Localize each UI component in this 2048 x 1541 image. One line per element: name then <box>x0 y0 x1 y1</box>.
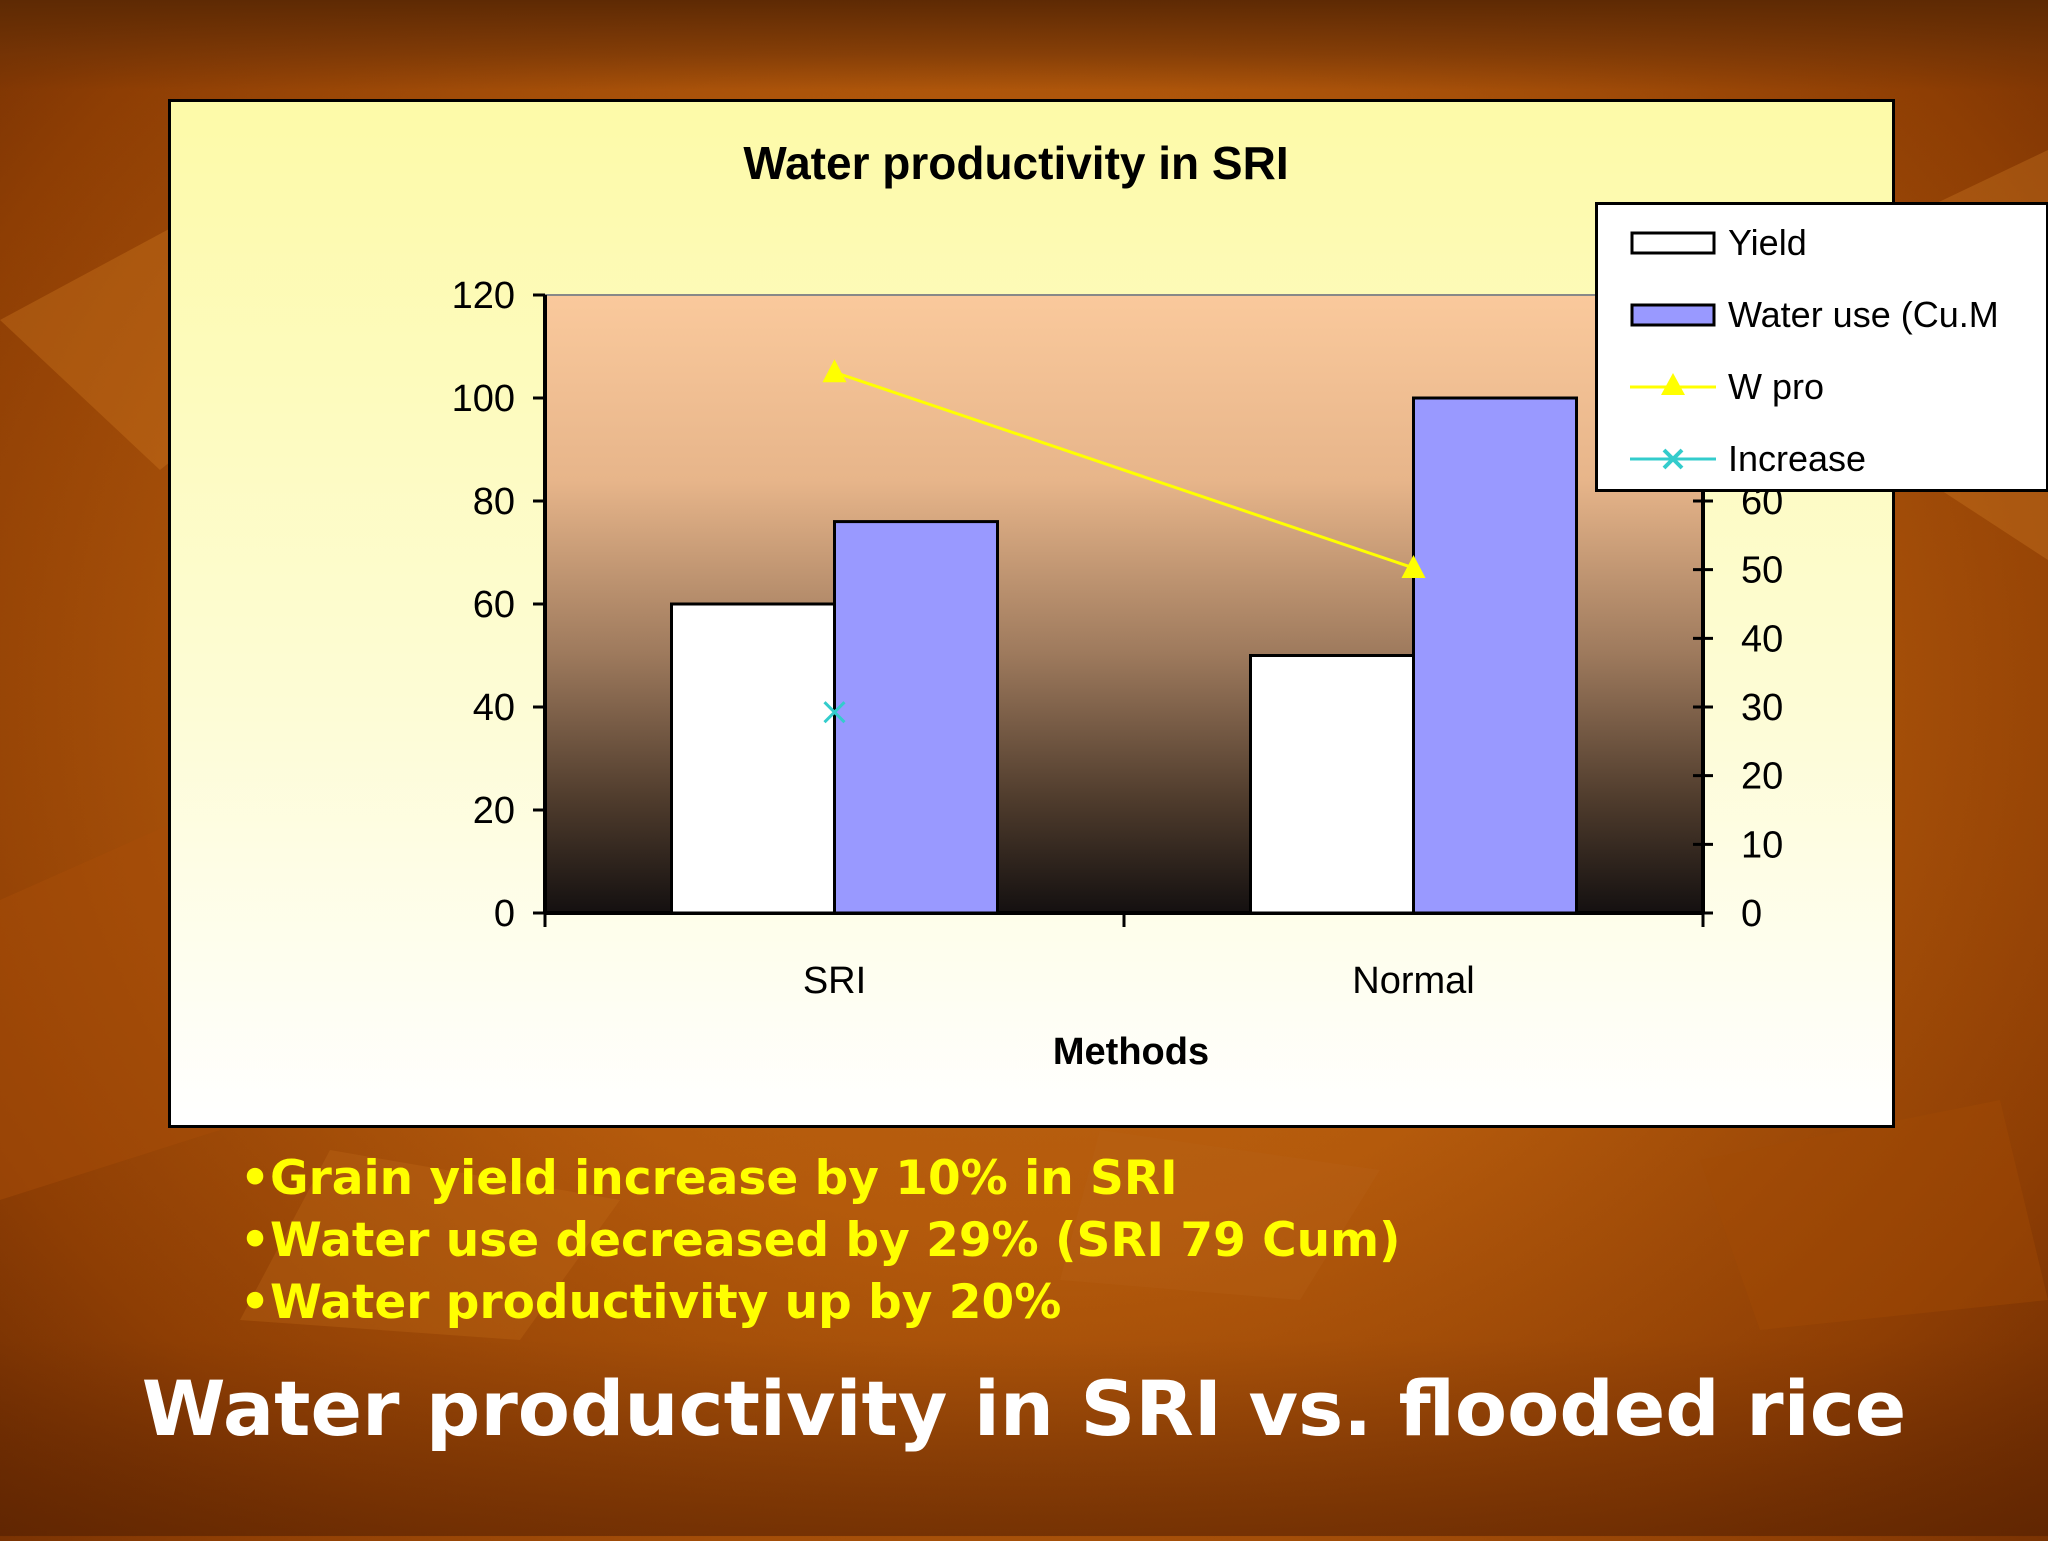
bar-yield-normal <box>1249 654 1415 915</box>
legend-label-w-pro: W pro <box>1728 366 1825 407</box>
legend-swatch-increase <box>1630 448 1716 470</box>
y-right-tick-label: 30 <box>1741 687 1783 729</box>
y-left-tick-label: 60 <box>473 584 515 626</box>
y-left-tick-label: 40 <box>473 687 515 729</box>
y-right-tick-label: 0 <box>1741 893 1762 935</box>
legend-item-increase: Increase <box>1630 439 2040 479</box>
legend-item-yield: Yield <box>1630 223 2040 263</box>
bullet-yield-increase: •Grain yield increase by 10% in SRI <box>240 1151 1178 1206</box>
y-left-tick-label: 20 <box>473 790 515 832</box>
bar-water-use-cu-m-sri <box>833 520 999 915</box>
legend-item-water-use: Water use (Cu.M <box>1630 295 2040 335</box>
chart-svg: Water productivity in SRI Methods 0 20 40 6… <box>452 137 1784 1073</box>
top-shadow-band <box>0 0 2048 90</box>
y-right-tick-label: 50 <box>1741 550 1783 592</box>
bar-water-use-cu-m-normal <box>1412 396 1578 915</box>
slide-title: Water productivity in SRI vs. flooded ri… <box>141 1364 1907 1453</box>
legend-item-w-pro: W pro <box>1630 367 2040 407</box>
bullet-list: •Grain yield increase by 10% in SRI •Wat… <box>240 1148 1940 1334</box>
x-tick-label: SRI <box>803 960 866 1002</box>
y-left-tick-label: 120 <box>452 275 515 317</box>
bullet-water-productivity: •Water productivity up by 20% <box>240 1275 1062 1330</box>
bottom-shadow-band <box>0 1340 2048 1536</box>
x-tick-label: Normal <box>1352 960 1474 1002</box>
y-left-tick-label: 80 <box>473 481 515 523</box>
legend-swatch-w-pro <box>1630 373 1716 395</box>
marker-increase <box>823 701 846 724</box>
legend-swatch-yield <box>1630 231 1716 255</box>
chart-title: Water productivity in SRI <box>743 137 1288 189</box>
marker-w-pro <box>822 359 847 383</box>
x-axis-label: Methods <box>1053 1031 1209 1073</box>
legend-label-water-use: Water use (Cu.M <box>1728 294 1999 335</box>
chart-marks: 020406080100120010203040506070SRINormal <box>452 275 1784 1002</box>
legend-label-yield: Yield <box>1728 222 1807 263</box>
bar-yield-sri <box>670 602 836 915</box>
line-w-pro <box>834 370 1414 570</box>
y-left-tick-label: 0 <box>494 893 515 935</box>
marker-w-pro <box>1401 554 1426 578</box>
y-right-tick-label: 40 <box>1741 618 1783 660</box>
chart-frame: Water productivity in SRI Methods 0 20 40 6… <box>168 99 2048 1128</box>
bullet-water-use-decrease: •Water use decreased by 29% (SRI 79 Cum) <box>240 1213 1401 1268</box>
legend-label-increase: Increase <box>1728 438 1867 479</box>
y-right-tick-label: 20 <box>1741 756 1783 798</box>
chart-legend: Yield Water use (Cu.M W pro Increase <box>1595 202 2048 492</box>
y-left-tick-label: 100 <box>452 378 515 420</box>
y-right-tick-label: 10 <box>1741 824 1783 866</box>
legend-swatch-water-use <box>1630 303 1716 327</box>
